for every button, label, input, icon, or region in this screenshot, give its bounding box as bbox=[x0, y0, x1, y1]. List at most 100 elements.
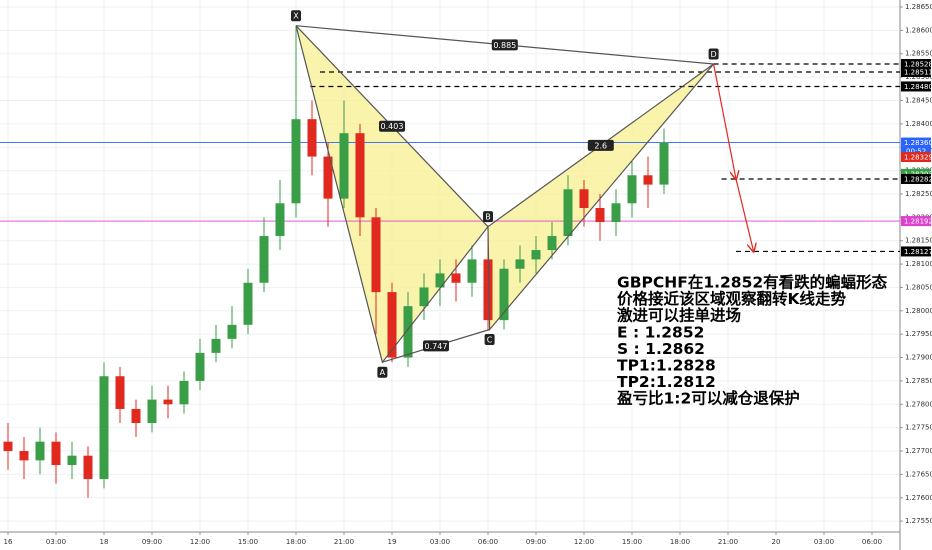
point-label: X bbox=[293, 12, 299, 21]
price-label-box bbox=[901, 216, 931, 227]
x-tick-label: 18:00 bbox=[670, 538, 690, 546]
annotation-line: TP1:1.2828 bbox=[617, 357, 716, 375]
candle-body bbox=[323, 156, 333, 199]
annotation-line: 价格接近该区域观察翻转K线走势 bbox=[617, 289, 847, 308]
candle-body bbox=[3, 441, 13, 452]
point-label: B bbox=[485, 213, 491, 222]
ratio-label-box bbox=[379, 120, 405, 132]
ratio-label: 0.885 bbox=[493, 41, 516, 50]
price-label-box bbox=[901, 168, 931, 179]
candle-body bbox=[67, 455, 77, 466]
candle-body bbox=[579, 189, 589, 208]
annotation-line: S : 1.2862 bbox=[617, 340, 705, 358]
x-tick-label: 06:00 bbox=[862, 538, 882, 546]
y-tick-label: 1.27750 bbox=[905, 424, 932, 432]
candle-body bbox=[51, 441, 61, 466]
candle-body bbox=[371, 217, 381, 293]
candle-body bbox=[275, 203, 285, 237]
y-tick-label: 1.27950 bbox=[905, 330, 932, 338]
y-tick-label: 1.28050 bbox=[905, 283, 932, 291]
y-tick-label: 1.28250 bbox=[905, 190, 932, 198]
ratio-label: 0.403 bbox=[381, 122, 404, 131]
x-tick-label: 12:00 bbox=[574, 538, 594, 546]
candle-body bbox=[243, 282, 253, 325]
candle-body bbox=[99, 376, 109, 480]
candle-body bbox=[483, 259, 493, 321]
price-label-box bbox=[901, 174, 931, 185]
price-label-box bbox=[901, 66, 931, 77]
candle-body bbox=[627, 175, 637, 204]
point-label-box bbox=[291, 10, 301, 22]
x-tick-label: 03:00 bbox=[430, 538, 450, 546]
x-tick-label: 21:00 bbox=[718, 538, 738, 546]
x-tick-label: 21:00 bbox=[334, 538, 354, 546]
x-tick-label: 06:00 bbox=[478, 538, 498, 546]
y-tick-label: 1.28100 bbox=[905, 260, 932, 268]
price-label-box bbox=[901, 152, 931, 163]
y-tick-label: 1.28450 bbox=[905, 96, 932, 104]
x-tick-label: 12:00 bbox=[190, 538, 210, 546]
price-label: 1.28360 bbox=[904, 139, 932, 147]
annotation-line: GBPCHF在1.2852有看跌的蝙蝠形态 bbox=[617, 273, 888, 292]
target-arrow bbox=[735, 178, 754, 251]
candle-body bbox=[611, 203, 621, 223]
x-tick-label: 16 bbox=[4, 538, 13, 546]
candle-body bbox=[83, 455, 93, 480]
candle-body bbox=[259, 236, 269, 283]
price-label: 1.28511 bbox=[904, 68, 932, 76]
y-tick-label: 1.28550 bbox=[905, 50, 932, 58]
y-tick-label: 1.27650 bbox=[905, 470, 932, 478]
candle-body bbox=[547, 236, 557, 251]
point-label: C bbox=[487, 335, 493, 344]
price-label: 1.28127 bbox=[904, 248, 932, 256]
ratio-label-box bbox=[587, 139, 614, 151]
y-tick-label: 1.27850 bbox=[905, 377, 932, 385]
annotation-line: 激进可以挂单进场 bbox=[617, 306, 741, 325]
x-tick-label: 03:00 bbox=[814, 538, 834, 546]
y-tick-label: 1.27900 bbox=[905, 354, 932, 362]
y-tick-label: 1.28500 bbox=[905, 73, 932, 81]
price-label-box bbox=[901, 81, 931, 92]
candle-body bbox=[339, 133, 349, 199]
x-tick-label: 20 bbox=[772, 538, 781, 546]
candle-body bbox=[435, 273, 445, 288]
candle-body bbox=[467, 259, 477, 283]
candle-body bbox=[163, 399, 173, 405]
point-label-box bbox=[708, 48, 719, 60]
price-label-box bbox=[901, 246, 931, 257]
price-label: 1.28282 bbox=[904, 176, 932, 184]
y-tick-label: 1.27700 bbox=[905, 447, 932, 455]
candle-body bbox=[291, 119, 301, 204]
candle-body bbox=[179, 380, 189, 405]
candle-body bbox=[227, 324, 237, 339]
x-tick-label: 15:00 bbox=[238, 538, 258, 546]
x-tick-label: 09:00 bbox=[526, 538, 546, 546]
ratio-label-box bbox=[423, 340, 449, 352]
candle-body bbox=[659, 142, 669, 185]
x-tick-label: 03:00 bbox=[46, 538, 66, 546]
point-label-box bbox=[377, 366, 388, 378]
point-label: D bbox=[711, 50, 717, 59]
candle-body bbox=[131, 408, 141, 423]
price-label-box bbox=[901, 137, 931, 148]
price-label: 1.28480 bbox=[904, 83, 932, 91]
candle-body bbox=[643, 175, 653, 185]
x-tick-label: 18 bbox=[100, 538, 109, 546]
annotation-line: TP2:1.2812 bbox=[617, 373, 716, 391]
candle-body bbox=[387, 292, 397, 358]
annotation-line: E : 1.2852 bbox=[617, 323, 704, 341]
y-tick-label: 1.27800 bbox=[905, 400, 932, 408]
price-label: 1.28329 bbox=[904, 154, 932, 162]
point-label-box bbox=[483, 211, 493, 223]
price-label: 1.28192 bbox=[904, 218, 932, 226]
x-tick-label: 18:00 bbox=[286, 538, 306, 546]
point-label: A bbox=[380, 368, 386, 377]
candle-body bbox=[595, 207, 605, 223]
y-tick-label: 1.28650 bbox=[905, 3, 932, 11]
ratio-label: 0.747 bbox=[425, 342, 448, 351]
y-tick-label: 1.28150 bbox=[905, 237, 932, 245]
ratio-label: 2.6 bbox=[594, 141, 607, 150]
candle-body bbox=[355, 133, 365, 218]
